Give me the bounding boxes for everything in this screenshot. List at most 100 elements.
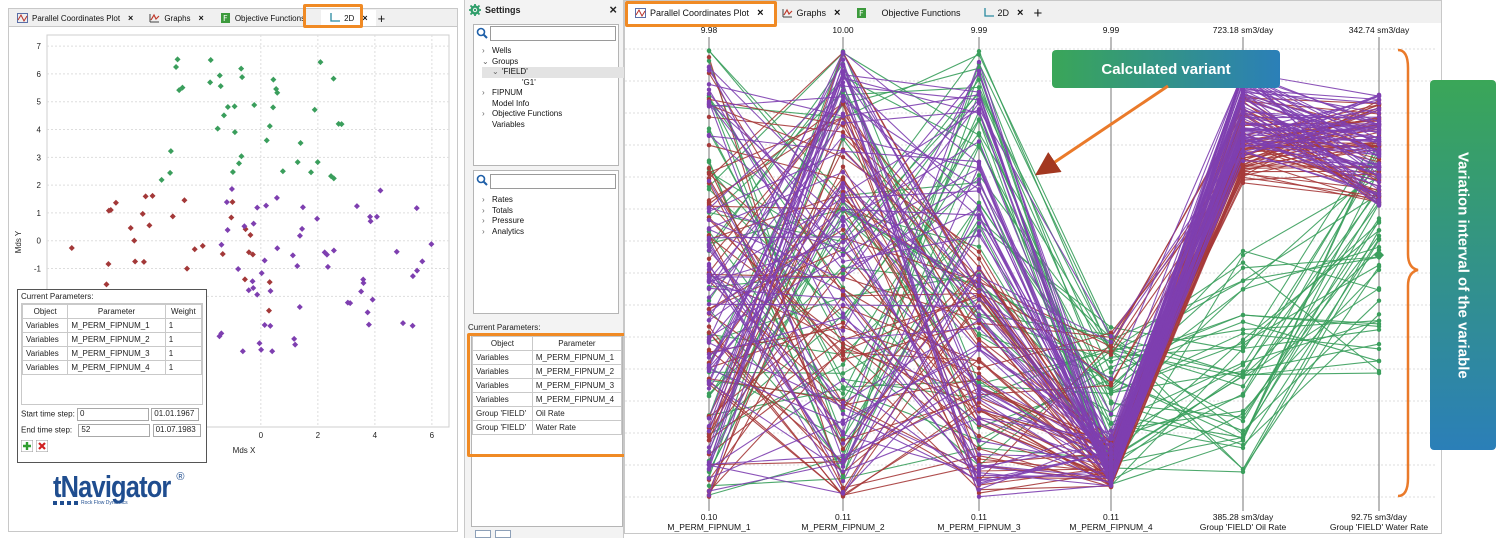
tree-item[interactable]: Model Info	[482, 99, 618, 110]
variant-line[interactable]	[708, 125, 1380, 484]
variant-line[interactable]	[708, 89, 1380, 460]
left-tab-objective[interactable]: F Objective Functions	[212, 10, 313, 26]
variant-line[interactable]	[708, 62, 1380, 498]
table-row[interactable]: Group 'FIELD' Water Rate	[472, 420, 623, 435]
variant-line[interactable]	[708, 112, 1380, 496]
variant-line[interactable]	[708, 166, 1380, 481]
variant-line[interactable]	[708, 60, 1380, 479]
right-tab-objective[interactable]: F Objective Functions	[848, 3, 974, 23]
search-input-bottom[interactable]	[490, 174, 616, 189]
table-row[interactable]: Variables M_PERM_FIPNUM_2 1	[21, 332, 203, 347]
tree-item[interactable]: › Analytics	[482, 227, 618, 238]
settings-button-2[interactable]	[495, 530, 511, 538]
variant-line[interactable]	[708, 64, 1380, 468]
variant-line[interactable]	[708, 133, 1380, 356]
variant-line[interactable]	[708, 76, 1380, 479]
variant-point	[840, 325, 846, 330]
search-input-top[interactable]	[490, 26, 616, 41]
scatter-point	[254, 291, 261, 298]
tree-item[interactable]: › Objective Functions	[482, 109, 618, 120]
variant-line[interactable]	[708, 121, 1380, 472]
variant-line[interactable]	[708, 97, 1380, 468]
variant-line[interactable]	[708, 50, 1380, 397]
table-row[interactable]: Group 'FIELD' Oil Rate	[472, 406, 623, 421]
table-row[interactable]: Variables M_PERM_FIPNUM_2	[472, 364, 623, 379]
parallel-coordinates-plot[interactable]: 9.980.10M_PERM_FIPNUM_110.000.11M_PERM_F…	[625, 23, 1441, 533]
remove-icon[interactable]	[36, 440, 48, 452]
add-icon[interactable]	[21, 440, 33, 452]
right-tab-2d[interactable]: 2D ×	[975, 3, 1032, 23]
selected-variant-marker[interactable]	[1374, 250, 1384, 261]
close-icon[interactable]: ×	[1017, 7, 1024, 19]
close-icon[interactable]: ×	[609, 2, 617, 17]
tree-item[interactable]: › Wells	[482, 46, 618, 57]
variant-line[interactable]	[708, 111, 1380, 482]
start-step-input[interactable]: 0	[77, 408, 150, 421]
tree-item[interactable]: › Rates	[482, 195, 618, 206]
variant-point	[840, 206, 846, 211]
variant-line[interactable]	[708, 100, 1380, 477]
close-icon[interactable]: ×	[757, 7, 764, 19]
variant-line[interactable]	[708, 87, 1380, 467]
variant-line[interactable]	[708, 94, 1380, 465]
variant-line[interactable]	[708, 89, 1380, 478]
variant-line[interactable]	[708, 51, 1380, 453]
table-row[interactable]: Variables M_PERM_FIPNUM_4	[472, 392, 623, 407]
left-tab-2d[interactable]: 2D ×	[321, 10, 376, 26]
tree-item[interactable]: Variables	[482, 120, 618, 131]
table-cell: Group 'FIELD'	[472, 420, 533, 435]
tree-item[interactable]: › Totals	[482, 206, 618, 217]
variant-line[interactable]	[708, 116, 1380, 492]
settings-button-1[interactable]	[475, 530, 491, 538]
close-icon[interactable]: ×	[834, 7, 841, 19]
table-row[interactable]: Variables M_PERM_FIPNUM_3 1	[21, 346, 203, 361]
variant-line[interactable]	[708, 160, 1380, 471]
tree-item[interactable]: › Pressure	[482, 216, 618, 227]
table-row[interactable]: Variables M_PERM_FIPNUM_1	[472, 350, 623, 365]
variant-point	[840, 489, 846, 495]
variant-line[interactable]	[708, 83, 1380, 480]
variant-line[interactable]	[708, 106, 1380, 369]
left-tab-parallel[interactable]: Parallel Coordinates Plot ×	[9, 10, 141, 26]
variant-line[interactable]	[708, 90, 1380, 465]
variant-line[interactable]	[708, 72, 1380, 464]
table-row[interactable]: Variables M_PERM_FIPNUM_3	[472, 378, 623, 393]
variant-line[interactable]	[708, 145, 1380, 480]
add-tab-button[interactable]: +	[1033, 4, 1043, 22]
variant-line[interactable]	[708, 210, 1380, 473]
variant-line[interactable]	[708, 102, 1380, 454]
add-tab-button[interactable]: +	[377, 10, 386, 26]
tree-item[interactable]: ⌄ Groups	[482, 57, 618, 68]
variant-line[interactable]	[708, 134, 1380, 465]
variant-line[interactable]	[708, 58, 1380, 491]
close-icon[interactable]: ×	[362, 13, 368, 23]
variant-line[interactable]	[708, 122, 1380, 483]
close-icon[interactable]: ×	[198, 13, 204, 23]
variant-line[interactable]	[708, 110, 1380, 484]
variant-line[interactable]	[708, 131, 1380, 472]
close-icon[interactable]: ×	[128, 13, 134, 23]
variant-line[interactable]	[708, 136, 1380, 462]
tree-item[interactable]: ⌄ 'FIELD'	[482, 67, 626, 78]
end-step-input[interactable]: 52	[78, 424, 151, 437]
variant-line[interactable]	[708, 72, 1380, 447]
variant-point	[840, 362, 846, 367]
variant-line[interactable]	[708, 52, 1380, 475]
table-row[interactable]: Variables M_PERM_FIPNUM_1 1	[21, 318, 203, 333]
table-cell: Water Rate	[531, 420, 623, 435]
variant-line[interactable]	[708, 52, 1380, 484]
scatter-point	[428, 241, 435, 248]
right-tab-graphs[interactable]: Graphs ×	[774, 3, 849, 23]
variant-line[interactable]	[708, 112, 1380, 479]
start-date-select[interactable]: 01.01.1967	[151, 408, 200, 421]
right-tab-parallel[interactable]: Parallel Coordinates Plot ×	[625, 3, 774, 23]
table-row[interactable]: Variables M_PERM_FIPNUM_4 1	[21, 360, 203, 375]
end-date-select[interactable]: 01.07.1983	[152, 424, 201, 437]
variant-line[interactable]	[708, 95, 1380, 484]
tree-item[interactable]: › FIPNUM	[482, 88, 618, 99]
variant-line[interactable]	[708, 131, 1380, 493]
table-cell: Variables	[472, 378, 533, 393]
left-tab-graphs[interactable]: Graphs ×	[141, 10, 212, 26]
variant-line[interactable]	[708, 93, 1380, 450]
tree-item[interactable]: 'G1'	[482, 78, 618, 89]
